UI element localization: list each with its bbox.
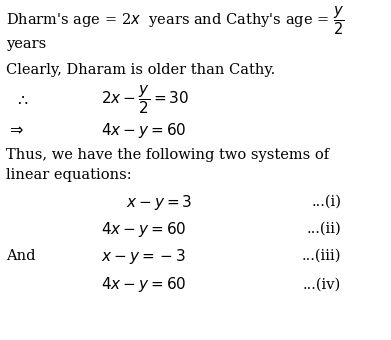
Text: $2x - \dfrac{y}{2} = 30$: $2x - \dfrac{y}{2} = 30$ [102,84,190,116]
Text: years: years [6,37,47,51]
Text: And: And [6,249,36,263]
Text: ...(i): ...(i) [311,195,341,209]
Text: ...(iii): ...(iii) [302,249,341,263]
Text: $4x - y = 60$: $4x - y = 60$ [102,220,187,239]
Text: $\therefore$: $\therefore$ [14,91,28,108]
Text: $4x - y = 60$: $4x - y = 60$ [102,275,187,294]
Text: $x - y = -3$: $x - y = -3$ [102,246,187,266]
Text: $\Rightarrow$: $\Rightarrow$ [6,122,24,139]
Text: Clearly, Dharam is older than Cathy.: Clearly, Dharam is older than Cathy. [6,63,276,76]
Text: Dharm's age = 2$x$  years and Cathy's age = $\dfrac{y}{2}$: Dharm's age = 2$x$ years and Cathy's age… [6,4,345,37]
Text: $4x - y = 60$: $4x - y = 60$ [102,121,187,140]
Text: ...(ii): ...(ii) [307,222,341,236]
Text: $x - y = 3$: $x - y = 3$ [126,192,192,211]
Text: ...(iv): ...(iv) [303,277,341,291]
Text: Thus, we have the following two systems of: Thus, we have the following two systems … [6,148,330,162]
Text: linear equations:: linear equations: [6,168,132,182]
